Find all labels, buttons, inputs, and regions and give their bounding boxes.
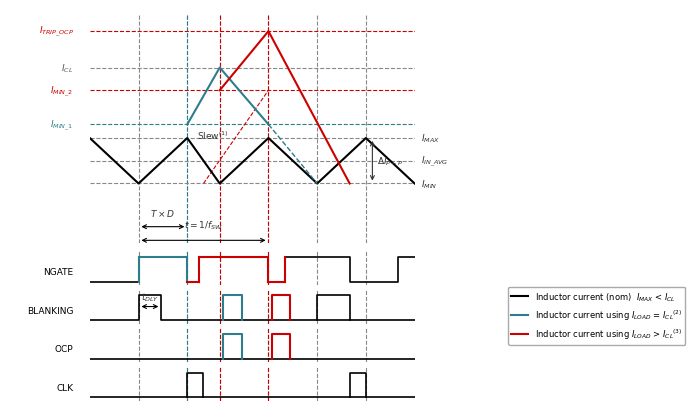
Text: CLK: CLK bbox=[57, 383, 73, 392]
Text: $I_{CL}$: $I_{CL}$ bbox=[61, 62, 73, 75]
Text: $t = 1/f_{SW}$: $t = 1/f_{SW}$ bbox=[184, 219, 223, 232]
Text: $I_{MIN\_1}$: $I_{MIN\_1}$ bbox=[50, 118, 73, 132]
Text: OCP: OCP bbox=[55, 345, 73, 354]
Text: $\Delta I_{P-P}$: $\Delta I_{P-P}$ bbox=[377, 155, 404, 168]
Text: $I_{MIN}$: $I_{MIN}$ bbox=[421, 178, 437, 190]
Text: BLANKING: BLANKING bbox=[27, 306, 73, 315]
Text: $I_{MIN\_2}$: $I_{MIN\_2}$ bbox=[50, 84, 73, 98]
Text: NGATE: NGATE bbox=[44, 268, 73, 277]
Text: $I_{TRIP\_OCP}$: $I_{TRIP\_OCP}$ bbox=[39, 25, 73, 39]
Text: Slew$^{(1)}$: Slew$^{(1)}$ bbox=[197, 130, 229, 142]
Text: $I_{IN\_AVG}$: $I_{IN\_AVG}$ bbox=[421, 154, 448, 168]
Text: $t_{DLY}$: $t_{DLY}$ bbox=[141, 291, 159, 303]
Text: $T \times D$: $T \times D$ bbox=[151, 207, 176, 218]
Text: $I_{MAX}$: $I_{MAX}$ bbox=[421, 132, 440, 145]
Legend: Inductor current (nom)  $I_{MAX}$ < $I_{CL}$, Inductor current using $I_{LOAD}$ : Inductor current (nom) $I_{MAX}$ < $I_{C… bbox=[508, 287, 685, 345]
